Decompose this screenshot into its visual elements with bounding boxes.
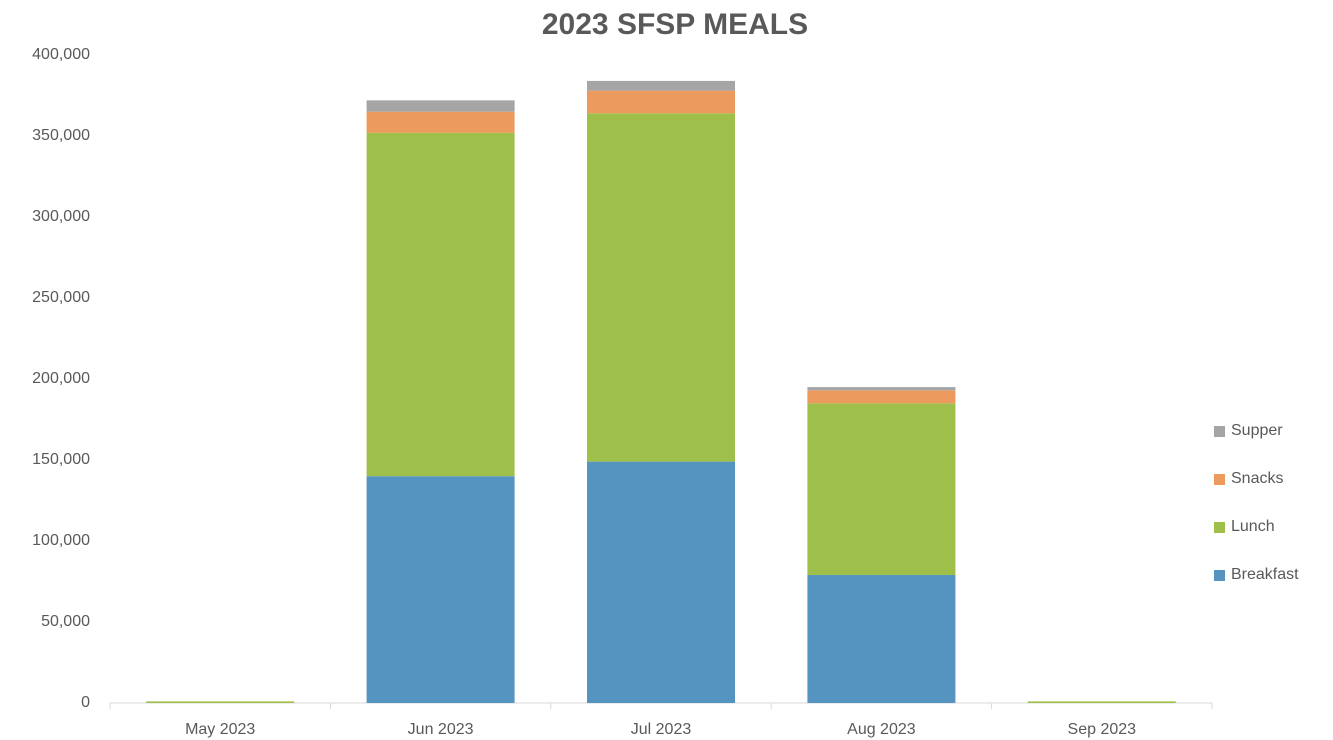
chart-title: 2023 SFSP MEALS	[542, 8, 808, 41]
x-tick-label: Sep 2023	[1068, 721, 1137, 738]
x-tick-label: Aug 2023	[847, 721, 916, 738]
legend-swatch	[1214, 474, 1225, 485]
legend-swatch	[1214, 570, 1225, 581]
bar-segment	[587, 113, 735, 462]
y-tick-label: 200,000	[32, 370, 90, 387]
legend-label: Breakfast	[1231, 566, 1299, 583]
legend-label: Snacks	[1231, 470, 1283, 487]
x-tick-label: Jun 2023	[408, 721, 474, 738]
bar-segment	[587, 80, 735, 91]
y-tick-label: 350,000	[32, 127, 90, 144]
bar-segment	[146, 701, 295, 703]
y-tick-label: 50,000	[41, 613, 90, 630]
bar-segment	[587, 461, 735, 703]
legend-swatch	[1214, 426, 1225, 437]
x-tick-label: Jul 2023	[631, 721, 692, 738]
bar-segment	[366, 132, 515, 477]
legend-label: Lunch	[1231, 518, 1275, 535]
y-tick-label: 100,000	[32, 532, 90, 549]
bar-segment	[587, 90, 735, 114]
bar-segment	[366, 476, 515, 703]
legend-swatch	[1214, 522, 1225, 533]
y-tick-label: 250,000	[32, 289, 90, 306]
bar-segment	[807, 575, 956, 703]
y-tick-label: 150,000	[32, 451, 90, 468]
bar-segment	[366, 100, 515, 112]
bar-segment	[807, 403, 956, 576]
y-tick-label: 0	[81, 694, 90, 711]
bar-segment	[807, 387, 956, 391]
bar-segment	[807, 390, 956, 404]
bar-segment	[1027, 701, 1176, 703]
bar-segment	[366, 111, 515, 133]
y-tick-label: 400,000	[32, 46, 90, 63]
legend-label: Supper	[1231, 422, 1283, 439]
x-tick-label: May 2023	[185, 721, 255, 738]
y-tick-label: 300,000	[32, 208, 90, 225]
